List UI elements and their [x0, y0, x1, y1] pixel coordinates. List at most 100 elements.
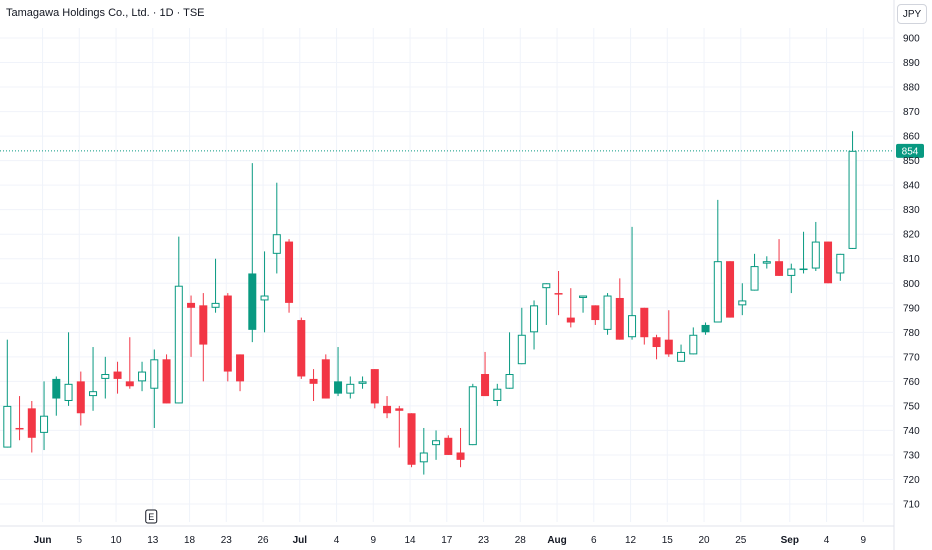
candle: [775, 239, 784, 276]
candle: [211, 258, 220, 313]
y-tick-label: 830: [903, 205, 920, 216]
candle: [15, 396, 24, 441]
candle-body: [321, 359, 330, 399]
candle: [260, 251, 269, 333]
chart-title: Tamagawa Holdings Co., Ltd. · 1D · TSE: [6, 7, 205, 19]
x-tick-label: 18: [184, 535, 196, 546]
candle-body: [799, 268, 808, 271]
candle-body: [456, 452, 465, 460]
x-tick-label: Sep: [781, 535, 799, 546]
x-tick-label: 9: [861, 535, 867, 546]
x-tick-label: 6: [591, 535, 597, 546]
candle: [407, 413, 416, 468]
candle-body: [334, 381, 343, 394]
candle-body: [297, 320, 306, 377]
earnings-marker-label: E: [148, 512, 154, 522]
y-axis[interactable]: 710 720 730 740 750 760 770 780 790 800 810 820 830 8…: [903, 34, 920, 511]
y-tick-label: 720: [903, 475, 920, 486]
x-tick-label: 9: [371, 535, 377, 546]
candle: [419, 427, 428, 475]
candle: [187, 295, 196, 357]
candle-body: [652, 337, 661, 348]
candle-body: [836, 253, 845, 274]
grid: [0, 0, 895, 550]
candle: [285, 239, 294, 313]
candle-body: [236, 354, 245, 382]
candle: [824, 241, 833, 284]
x-tick-label: 23: [478, 535, 490, 546]
candle: [358, 376, 367, 389]
candle: [199, 293, 208, 382]
y-tick-label: 860: [903, 132, 920, 143]
candle: [615, 278, 624, 340]
candle-body: [174, 285, 183, 404]
candle: [566, 288, 575, 328]
candle: [493, 383, 502, 406]
candle: [113, 361, 122, 394]
candle-body: [664, 339, 673, 355]
candle: [162, 354, 171, 404]
candle-body: [125, 381, 134, 387]
candle: [150, 349, 159, 428]
candle-body: [395, 408, 404, 411]
x-axis[interactable]: Jun 5 10 13 18 23 26 Jul 4 9 14 17 23 28 Aug 6 12 15 20 25 S…: [34, 535, 867, 546]
candle-body: [260, 295, 269, 301]
candle: [481, 351, 490, 397]
candle: [321, 354, 330, 399]
candle-body: [775, 261, 784, 276]
candle: [297, 317, 306, 379]
y-tick-label: 740: [903, 426, 920, 437]
candle: [76, 371, 85, 426]
x-tick-label: 4: [334, 535, 340, 546]
x-tick-label: 14: [404, 535, 416, 546]
x-tick-label: 17: [441, 535, 453, 546]
earnings-marker[interactable]: E: [145, 509, 158, 524]
y-tick-label: 810: [903, 254, 920, 265]
candle: [836, 253, 845, 281]
candle-body: [677, 351, 686, 362]
x-tick-label: 10: [110, 535, 122, 546]
candle: [174, 236, 183, 404]
x-tick-label: 13: [147, 535, 159, 546]
earnings-marker-box: [145, 509, 158, 524]
candle: [628, 226, 637, 340]
candle: [101, 356, 110, 399]
candle-body: [162, 359, 171, 404]
candle-body: [591, 305, 600, 321]
y-tick-label: 790: [903, 303, 920, 314]
candle: [444, 435, 453, 455]
x-tick-label: 15: [662, 535, 674, 546]
candle-body: [187, 302, 196, 308]
currency-button[interactable]: JPY: [897, 4, 927, 24]
x-tick-label: 5: [77, 535, 83, 546]
candle-body: [358, 381, 367, 384]
candle-body: [248, 273, 257, 330]
candle-body: [223, 295, 232, 372]
candle-body: [419, 452, 428, 463]
candle-body: [101, 374, 110, 379]
candle: [517, 307, 526, 365]
y-tick-label: 880: [903, 83, 920, 94]
y-tick-label: 710: [903, 500, 920, 511]
candle: [138, 361, 147, 392]
x-tick-label: 12: [625, 535, 637, 546]
candle-body: [64, 383, 73, 401]
candle-body: [52, 378, 61, 399]
candle: [383, 396, 392, 419]
candle-body: [199, 305, 208, 345]
candle: [579, 295, 588, 313]
x-tick-label: 28: [515, 535, 527, 546]
candle: [554, 271, 563, 316]
candle-body: [76, 381, 85, 414]
y-tick-label: 800: [903, 279, 920, 290]
candle: [640, 307, 649, 345]
candle-body: [346, 383, 355, 394]
candle-body: [603, 295, 612, 330]
y-tick-label: 900: [903, 34, 920, 45]
candle-body: [407, 413, 416, 465]
y-tick-label: 760: [903, 377, 920, 388]
x-tick-label: 25: [735, 535, 747, 546]
candle-body: [272, 234, 281, 254]
candle: [248, 163, 257, 343]
